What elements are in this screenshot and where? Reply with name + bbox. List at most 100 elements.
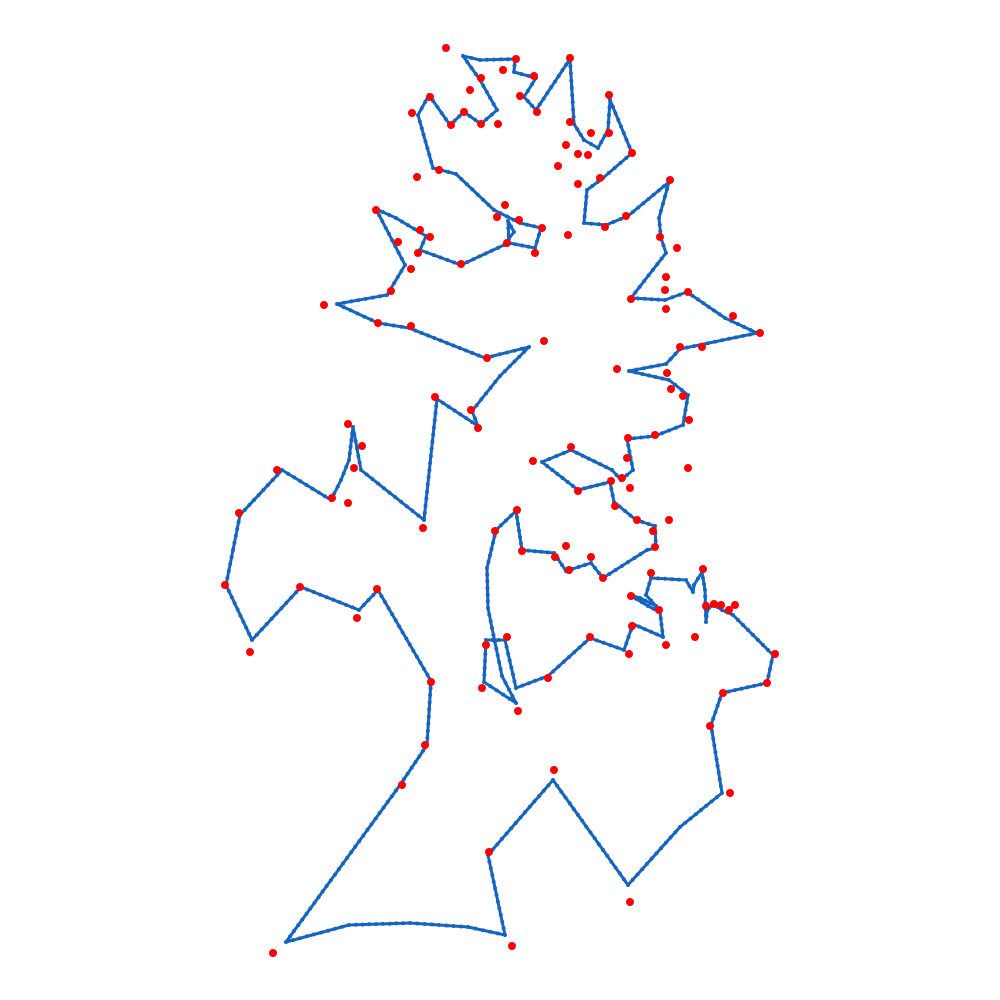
data-point <box>656 233 664 241</box>
path-marker <box>275 473 280 477</box>
path-marker <box>582 563 587 567</box>
path-marker <box>387 490 392 495</box>
path-marker <box>486 202 491 207</box>
path-marker <box>481 197 486 202</box>
path-marker <box>523 810 528 815</box>
path-marker <box>735 322 740 326</box>
path-marker <box>464 416 469 421</box>
data-point <box>771 650 779 658</box>
path-marker <box>259 627 264 632</box>
path-marker <box>232 601 237 606</box>
path-marker <box>355 446 359 451</box>
path-marker <box>489 248 494 253</box>
path-marker <box>601 848 605 852</box>
data-point <box>717 601 725 609</box>
path-marker <box>495 842 500 847</box>
path-marker <box>509 665 514 670</box>
path-marker <box>443 117 448 121</box>
path-marker <box>411 648 416 653</box>
path-marker <box>457 346 462 350</box>
path-marker <box>665 187 669 192</box>
path-marker <box>428 453 433 458</box>
path-marker <box>417 754 422 759</box>
path-marker <box>370 295 375 300</box>
data-point <box>494 120 502 128</box>
data-point <box>679 392 687 400</box>
path-marker <box>469 56 474 60</box>
data-point <box>493 213 501 221</box>
data-point <box>623 454 631 462</box>
path-marker <box>356 453 361 458</box>
path-marker <box>714 795 719 800</box>
path-marker <box>494 893 499 897</box>
path-marker <box>393 618 398 623</box>
path-marker <box>509 826 514 831</box>
data-point <box>516 92 524 100</box>
path-marker <box>585 188 589 192</box>
path-marker <box>427 468 432 473</box>
data-point <box>431 393 439 401</box>
path-marker <box>416 513 421 518</box>
data-point <box>533 108 541 116</box>
data-point <box>729 312 737 320</box>
path-marker <box>551 669 556 674</box>
path-marker <box>626 635 631 639</box>
path-marker <box>656 188 661 193</box>
path-marker <box>509 513 513 518</box>
data-point <box>499 66 507 74</box>
path-marker <box>491 540 495 545</box>
data-point <box>663 369 671 377</box>
path-marker <box>341 471 346 476</box>
path-marker <box>592 459 597 464</box>
path-marker <box>646 197 651 201</box>
path-marker <box>512 70 516 74</box>
path-marker <box>235 527 240 531</box>
path-marker <box>326 928 330 933</box>
path-marker <box>670 577 674 582</box>
path-marker <box>493 379 498 384</box>
path-marker <box>377 811 382 815</box>
path-marker <box>720 791 724 795</box>
path-marker <box>710 729 715 734</box>
path-marker <box>399 269 404 273</box>
data-point <box>419 524 427 532</box>
path-marker <box>618 161 623 165</box>
path-marker <box>324 883 329 888</box>
path-marker <box>483 659 487 663</box>
path-marker <box>379 594 384 599</box>
path-marker <box>640 867 645 872</box>
path-marker <box>550 468 555 472</box>
path-marker <box>226 569 231 573</box>
path-marker <box>349 299 354 304</box>
path-marker <box>661 201 665 206</box>
data-point <box>387 287 395 295</box>
path-marker <box>488 619 493 624</box>
path-marker <box>320 889 325 894</box>
path-marker <box>430 439 435 444</box>
path-marker <box>594 638 599 643</box>
path-marker <box>565 480 570 484</box>
path-marker <box>250 638 254 642</box>
path-marker <box>490 626 494 630</box>
path-marker <box>681 423 685 427</box>
path-marker <box>416 113 420 117</box>
path-marker <box>269 616 274 621</box>
data-point <box>518 547 526 555</box>
path-marker <box>668 357 673 361</box>
path-marker <box>726 689 731 694</box>
path-marker <box>644 593 648 597</box>
path-marker <box>348 308 353 313</box>
path-marker <box>390 612 395 617</box>
path-marker <box>607 113 611 117</box>
path-marker <box>380 921 385 926</box>
path-marker <box>421 666 426 671</box>
path-marker <box>547 457 552 461</box>
data-point <box>647 569 655 577</box>
path-marker <box>432 336 437 340</box>
path-marker <box>274 611 279 616</box>
path-marker <box>446 404 451 409</box>
data-point <box>477 120 485 128</box>
path-marker <box>660 431 664 436</box>
path-marker <box>576 565 581 569</box>
path-marker <box>503 680 508 685</box>
